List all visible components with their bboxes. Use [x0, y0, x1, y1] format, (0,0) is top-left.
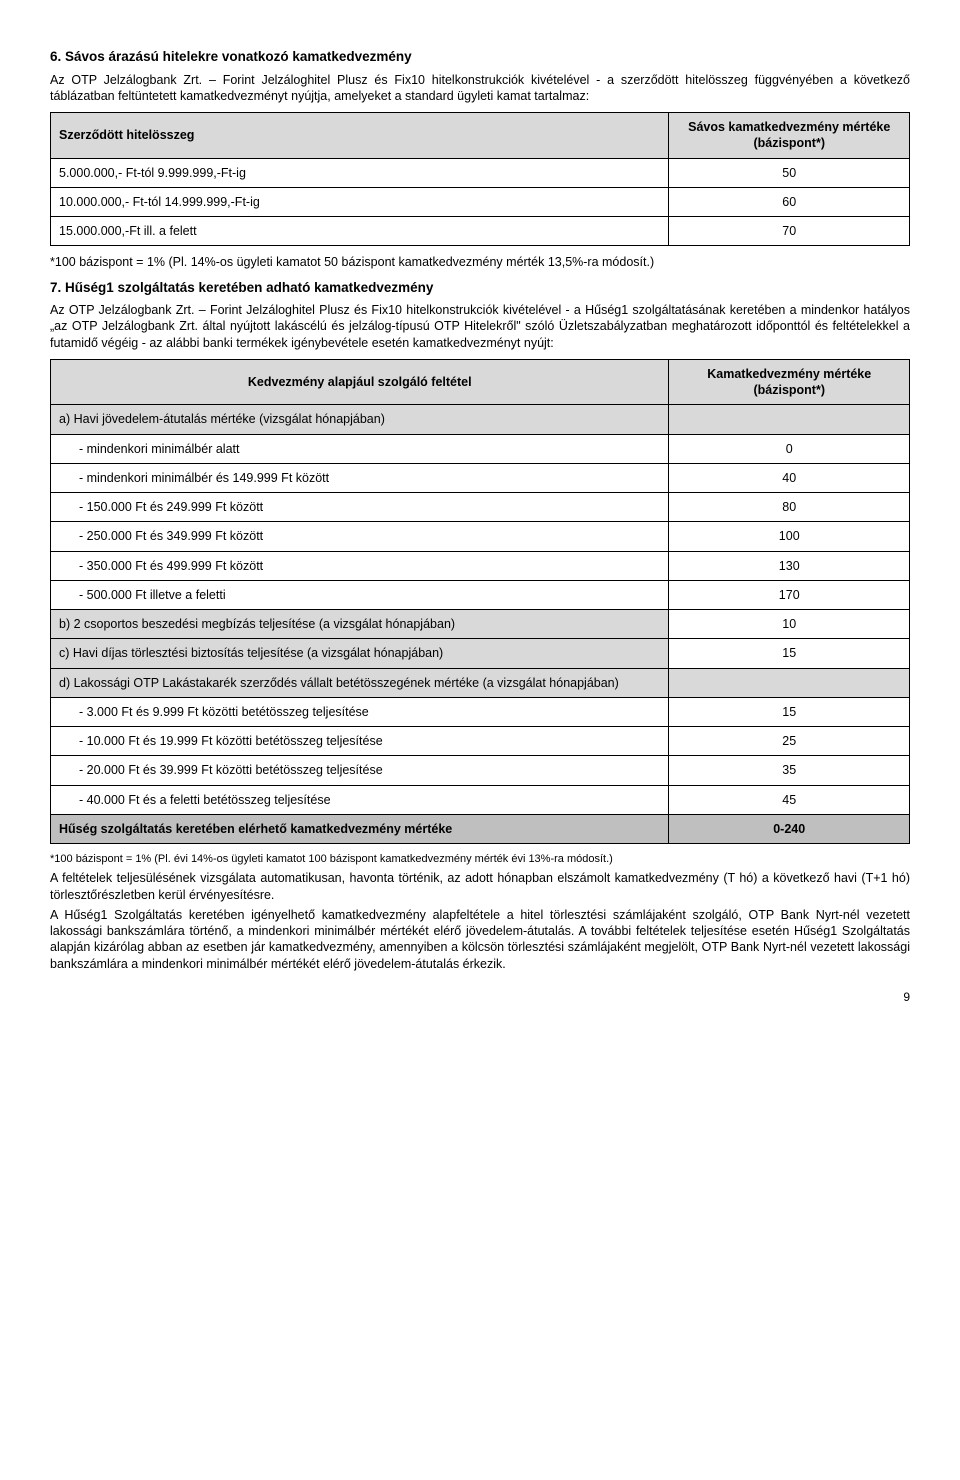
table-row: - mindenkori minimálbér és 149.999 Ft kö… [51, 463, 910, 492]
table-row: - 250.000 Ft és 349.999 Ft között 100 [51, 522, 910, 551]
group-a-header: a) Havi jövedelem-átutalás mértéke (vizs… [51, 405, 910, 434]
table-row: - 3.000 Ft és 9.999 Ft közötti betétössz… [51, 697, 910, 726]
section6-intro: Az OTP Jelzálogbank Zrt. – Forint Jelzál… [50, 72, 910, 105]
section7-footnote: *100 bázispont = 1% (Pl. évi 14%-os ügyl… [50, 852, 910, 866]
table-row: - 150.000 Ft és 249.999 Ft között 80 [51, 493, 910, 522]
section7-para1: A feltételek teljesülésének vizsgálata a… [50, 870, 910, 903]
group-d-header: d) Lakossági OTP Lakástakarék szerződés … [51, 668, 910, 697]
s7-col1: Kedvezmény alapjául szolgáló feltétel [51, 359, 669, 405]
table-row: 10.000.000,- Ft-tól 14.999.999,-Ft-ig 60 [51, 187, 910, 216]
section7-intro: Az OTP Jelzálogbank Zrt. – Forint Jelzál… [50, 302, 910, 351]
table-row: - 40.000 Ft és a feletti betétösszeg tel… [51, 785, 910, 814]
table-row: 5.000.000,- Ft-tól 9.999.999,-Ft-ig 50 [51, 158, 910, 187]
section6-table: Szerződött hitelösszeg Sávos kamatkedvez… [50, 112, 910, 246]
s6-col2: Sávos kamatkedvezmény mértéke (bázispont… [669, 113, 910, 159]
table-row: - 500.000 Ft illetve a feletti 170 [51, 580, 910, 609]
table-row: - 10.000 Ft és 19.999 Ft közötti betétös… [51, 727, 910, 756]
section6-footnote: *100 bázispont = 1% (Pl. 14%-os ügyleti … [50, 254, 910, 270]
row-c: c) Havi díjas törlesztési biztosítás tel… [51, 639, 910, 668]
row-b: b) 2 csoportos beszedési megbízás teljes… [51, 610, 910, 639]
total-row: Hűség szolgáltatás keretében elérhető ka… [51, 814, 910, 843]
table-row: 15.000.000,-Ft ill. a felett 70 [51, 217, 910, 246]
section7-table: Kedvezmény alapjául szolgáló feltétel Ka… [50, 359, 910, 844]
section6-heading: 6. Sávos árazású hitelekre vonatkozó kam… [50, 48, 910, 66]
table-row: - mindenkori minimálbér alatt 0 [51, 434, 910, 463]
s7-col2: Kamatkedvezmény mértéke (bázispont*) [669, 359, 910, 405]
s6-col1: Szerződött hitelösszeg [51, 113, 669, 159]
section7-heading: 7. Hűség1 szolgáltatás keretében adható … [50, 279, 910, 297]
section7-para2: A Hűség1 Szolgáltatás keretében igényelh… [50, 907, 910, 972]
page-number: 9 [50, 990, 910, 1006]
table-row: - 350.000 Ft és 499.999 Ft között 130 [51, 551, 910, 580]
table-row: - 20.000 Ft és 39.999 Ft közötti betétös… [51, 756, 910, 785]
